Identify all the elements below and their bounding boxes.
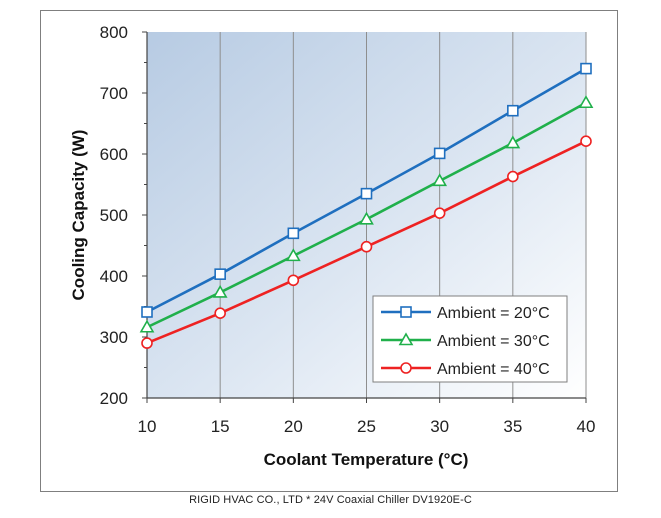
data-point (360, 187, 373, 200)
data-point (432, 173, 448, 187)
data-point (141, 337, 153, 349)
y-tick-label: 400 (100, 267, 128, 286)
series-1 (141, 62, 592, 318)
y-tick-label: 700 (100, 84, 128, 103)
y-tick-label: 500 (100, 206, 128, 225)
data-point (507, 104, 519, 117)
legend-marker (400, 362, 412, 374)
legend: Ambient = 20°C Ambient = 30°C Ambient = 40… (372, 295, 568, 383)
x-tick-label: 30 (430, 417, 449, 436)
legend-label: Ambient = 40°C (437, 361, 550, 378)
x-tick-label: 15 (211, 417, 230, 436)
legend-marker (400, 306, 412, 318)
axes: 200 300 400 500 600 700 800 10 15 20 25 30 35 40 (100, 23, 596, 436)
x-tick-label: 35 (503, 417, 522, 436)
data-point (212, 284, 228, 298)
data-point (505, 135, 521, 149)
x-tick-label: 10 (138, 417, 157, 436)
series-2 (139, 95, 594, 333)
data-point (507, 170, 519, 183)
y-tick-label: 800 (100, 23, 128, 42)
y-tick-label: 300 (100, 328, 128, 347)
data-point (141, 306, 153, 318)
data-point (214, 307, 226, 320)
y-axis-label: Cooling Capacity (W) (69, 130, 88, 301)
data-point (287, 274, 300, 287)
series-3 (141, 135, 592, 349)
y-tick-label: 600 (100, 145, 128, 164)
legend-item-2: Ambient = 30°C (381, 332, 550, 350)
data-point (139, 319, 155, 333)
data-point (580, 135, 592, 147)
legend-item-3: Ambient = 40°C (381, 361, 550, 378)
data-point (433, 207, 446, 219)
caption: RIGID HVAC CO., LTD * 24V Coaxial Chille… (189, 494, 472, 506)
data-point (285, 248, 301, 262)
data-point (580, 62, 592, 75)
legend-item-1: Ambient = 20°C (381, 305, 550, 322)
data-point (433, 147, 446, 160)
data-point (578, 95, 594, 109)
x-tick-label: 40 (577, 417, 596, 436)
x-tick-label: 25 (357, 417, 376, 436)
legend-label: Ambient = 20°C (437, 305, 550, 322)
series-layer (139, 62, 594, 349)
x-axis-label: Coolant Temperature (°C) (264, 450, 469, 469)
data-point (359, 211, 374, 225)
data-point (360, 240, 373, 253)
data-point (214, 268, 226, 280)
data-point (287, 227, 300, 240)
y-tick-label: 200 (100, 389, 128, 408)
legend-label: Ambient = 30°C (437, 333, 550, 350)
x-tick-label: 20 (284, 417, 303, 436)
legend-marker (398, 332, 414, 346)
